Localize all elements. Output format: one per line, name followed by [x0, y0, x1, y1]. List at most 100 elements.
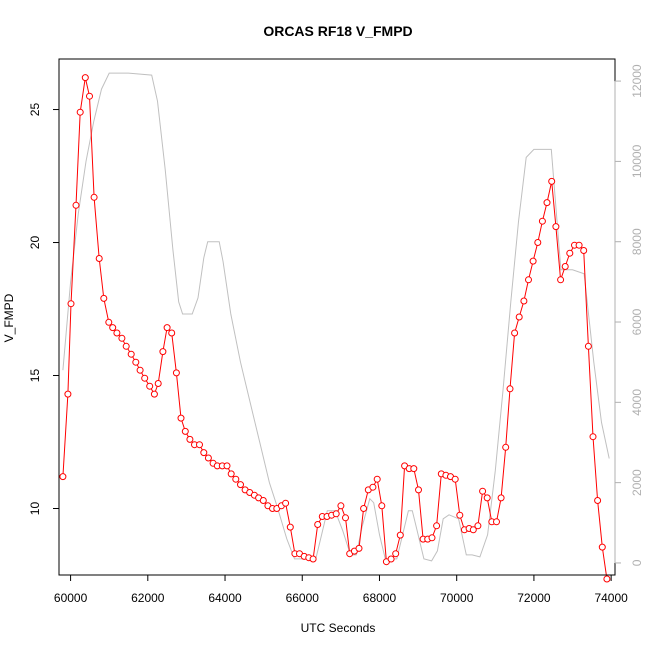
data-point	[76, 108, 84, 116]
data-point	[72, 201, 80, 209]
data-point	[396, 531, 404, 539]
data-point	[584, 342, 592, 350]
data-point	[67, 300, 75, 308]
data-point	[237, 481, 244, 489]
data-point	[227, 470, 235, 478]
data-point	[332, 510, 340, 518]
data-point	[474, 522, 482, 530]
secondary-y-axis: 0 2000 4000 6000 8000 10000 12000	[614, 64, 644, 566]
primary-series-line	[62, 77, 608, 580]
data-point	[232, 475, 240, 483]
data-point	[159, 348, 167, 356]
data-point	[314, 521, 322, 528]
x-tick-label: 72000	[517, 591, 551, 605]
secondary-y-tick-label: 0	[630, 559, 644, 566]
data-point	[515, 313, 523, 321]
data-point	[109, 324, 117, 332]
data-point	[177, 414, 185, 422]
x-tick-label: 60000	[54, 591, 88, 605]
data-point	[100, 294, 108, 302]
secondary-y-tick-label: 6000	[630, 308, 644, 335]
y-tick-label: 25	[28, 103, 42, 117]
data-point	[141, 374, 149, 382]
data-point	[493, 518, 500, 526]
data-point	[223, 462, 231, 470]
data-point	[163, 324, 171, 332]
data-point	[154, 380, 162, 387]
data-point	[150, 390, 158, 398]
secondary-series-line	[62, 72, 610, 562]
y-tick-label: 10	[28, 502, 42, 516]
data-point	[146, 382, 154, 390]
data-point	[136, 366, 144, 374]
data-point	[451, 475, 459, 483]
data-point	[105, 318, 113, 326]
data-point	[132, 358, 140, 366]
data-point	[309, 555, 317, 563]
x-tick-label: 74000	[594, 591, 628, 605]
data-point	[589, 433, 597, 441]
data-point	[525, 276, 532, 284]
data-point	[479, 487, 487, 495]
secondary-y-tick-label: 10000	[630, 144, 644, 178]
data-point	[506, 385, 514, 393]
data-point	[113, 329, 121, 337]
data-point	[534, 239, 542, 246]
data-point	[342, 514, 349, 522]
data-point	[575, 241, 583, 249]
data-point	[520, 297, 528, 305]
data-point	[497, 494, 505, 502]
data-point	[360, 505, 368, 512]
secondary-y-tick-label: 8000	[630, 228, 644, 255]
x-tick-label: 70000	[440, 591, 474, 605]
x-tick-label: 68000	[363, 591, 397, 605]
series-primary	[59, 74, 611, 583]
data-point	[186, 435, 194, 443]
data-point	[566, 249, 574, 257]
y-axis-label: V_FMPD	[2, 293, 16, 342]
data-point	[59, 473, 67, 481]
data-point	[204, 454, 212, 462]
data-point	[433, 522, 441, 530]
data-point	[511, 329, 519, 337]
data-point	[415, 486, 422, 494]
data-point	[122, 342, 130, 350]
data-point	[95, 255, 103, 262]
data-point	[557, 276, 565, 284]
x-tick-label: 64000	[208, 591, 242, 605]
data-point	[81, 74, 89, 82]
data-point	[543, 199, 551, 207]
x-tick-label: 62000	[131, 591, 165, 605]
x-axis: 60000 62000 64000 66000 68000 70000 72000 74000	[54, 574, 628, 605]
data-point	[552, 223, 560, 231]
data-point	[410, 465, 418, 473]
data-point	[594, 497, 602, 504]
data-point	[196, 441, 203, 449]
data-point	[428, 534, 436, 542]
data-point	[90, 193, 98, 201]
data-point	[286, 523, 294, 531]
data-point	[127, 350, 135, 358]
data-point	[561, 263, 569, 270]
data-point	[282, 499, 290, 507]
data-point	[181, 427, 189, 435]
data-point	[529, 257, 537, 265]
data-point	[86, 92, 93, 100]
x-axis-label: UTC Seconds	[301, 621, 376, 635]
plot-frame	[58, 58, 616, 576]
data-point	[483, 494, 491, 502]
y-tick-label: 15	[28, 369, 42, 383]
data-point	[172, 369, 180, 377]
data-point	[200, 449, 208, 457]
secondary-y-tick-label: 4000	[630, 389, 644, 416]
data-point	[387, 555, 395, 563]
data-point	[469, 526, 477, 534]
data-point	[355, 544, 363, 552]
data-point	[118, 334, 126, 342]
data-point	[168, 329, 176, 337]
data-point	[548, 177, 556, 185]
data-point	[603, 575, 611, 583]
data-point	[373, 475, 381, 483]
data-point	[598, 543, 606, 551]
